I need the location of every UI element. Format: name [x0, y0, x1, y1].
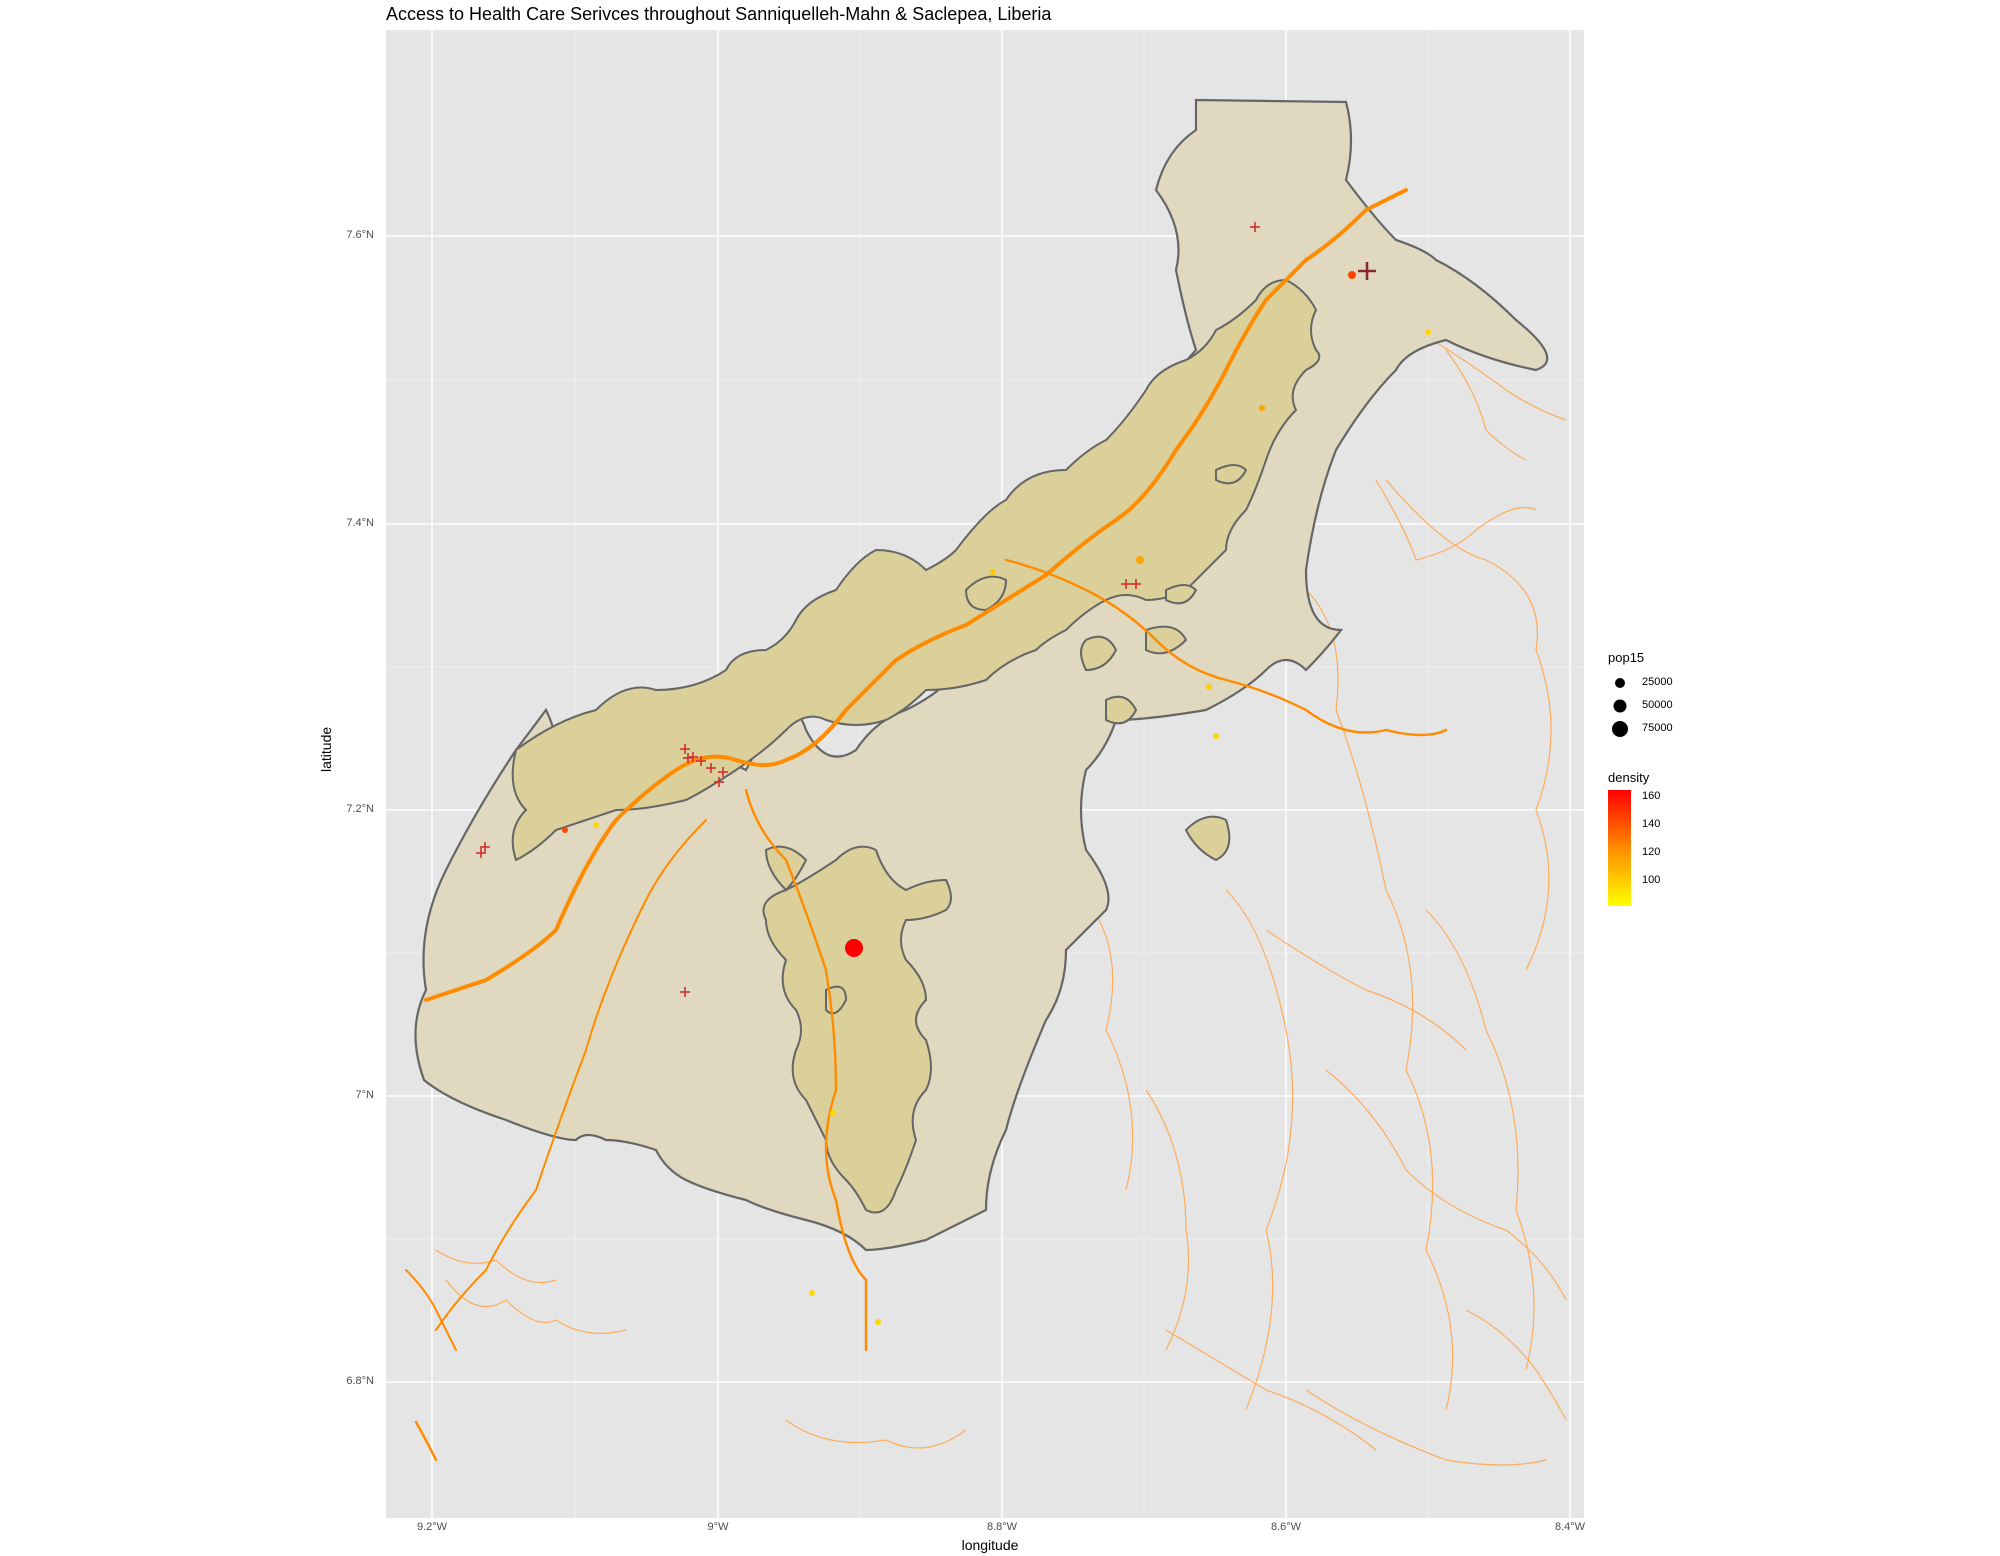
health-facility-marker	[696, 756, 706, 766]
x-tick-label: 8.8°W	[986, 1521, 1018, 1533]
population-points	[562, 271, 1431, 1325]
legend-color-label: 100	[1642, 874, 1661, 886]
population-point	[593, 822, 599, 828]
health-facility-marker	[1250, 222, 1260, 232]
density-colorbar	[1608, 790, 1631, 906]
population-point	[830, 1110, 836, 1116]
health-facility-marker	[1131, 579, 1141, 589]
population-point	[1425, 329, 1431, 335]
population-point	[809, 1290, 815, 1296]
x-tick-label: 9.2°W	[416, 1521, 448, 1533]
population-point	[1136, 556, 1144, 564]
health-facility-marker	[680, 987, 690, 997]
legend-color-label: 120	[1642, 846, 1661, 858]
map-title: Access to Health Care Serivces throughou…	[386, 4, 1052, 24]
health-facility-marker	[714, 777, 724, 787]
legend-size-label: 50000	[1642, 699, 1673, 711]
legend-color-title: density	[1608, 770, 1650, 785]
health-facility-marker	[476, 848, 486, 858]
legend-size-keys	[1612, 678, 1628, 737]
health-facility-marker	[718, 767, 728, 777]
legend-size-title: pop15	[1608, 650, 1645, 665]
population-point	[990, 569, 996, 575]
legend-color-label: 140	[1642, 818, 1661, 830]
population-point	[845, 939, 863, 957]
map-canvas	[386, 30, 1584, 1518]
health-facility-marker	[1121, 579, 1131, 589]
y-tick-label: 7.4°N	[346, 517, 374, 529]
population-point	[562, 827, 568, 833]
x-tick-label: 9°W	[707, 1521, 729, 1533]
legend-color-label: 160	[1642, 790, 1661, 802]
x-tick-label: 8.6°W	[1270, 1521, 1302, 1533]
y-tick-label: 7.2°N	[346, 803, 374, 815]
legend-size-key	[1615, 678, 1625, 688]
population-point	[1206, 684, 1212, 690]
y-tick-label: 7.6°N	[346, 229, 374, 241]
health-facility-marker	[688, 752, 698, 762]
health-facility-marker	[683, 753, 693, 763]
health-facility-marker	[480, 842, 490, 852]
population-point	[875, 1319, 881, 1325]
y-tick-label: 6.8°N	[346, 1375, 374, 1387]
health-facility-marker	[706, 763, 716, 773]
secondary-roads	[435, 199, 1567, 1466]
health-facility-marker	[680, 744, 690, 754]
legend-size-label: 25000	[1642, 676, 1673, 688]
map-panel	[386, 30, 1584, 1518]
y-axis-label: latitude	[318, 726, 334, 772]
primary-roads	[405, 188, 1448, 1462]
population-point	[1348, 271, 1356, 279]
dense-zones	[511, 278, 1321, 1214]
population-point	[1213, 733, 1219, 739]
x-axis-label: longitude	[961, 1537, 1019, 1553]
legend-size-label: 75000	[1642, 722, 1673, 734]
y-tick-label: 7°N	[355, 1089, 374, 1101]
health-facility-marker	[1358, 262, 1376, 280]
health-facilities	[476, 222, 1376, 997]
population-point	[1259, 405, 1265, 411]
legend-size-key	[1613, 699, 1627, 713]
x-tick-label: 8.4°W	[1554, 1521, 1586, 1533]
legend-size-key	[1612, 721, 1628, 737]
